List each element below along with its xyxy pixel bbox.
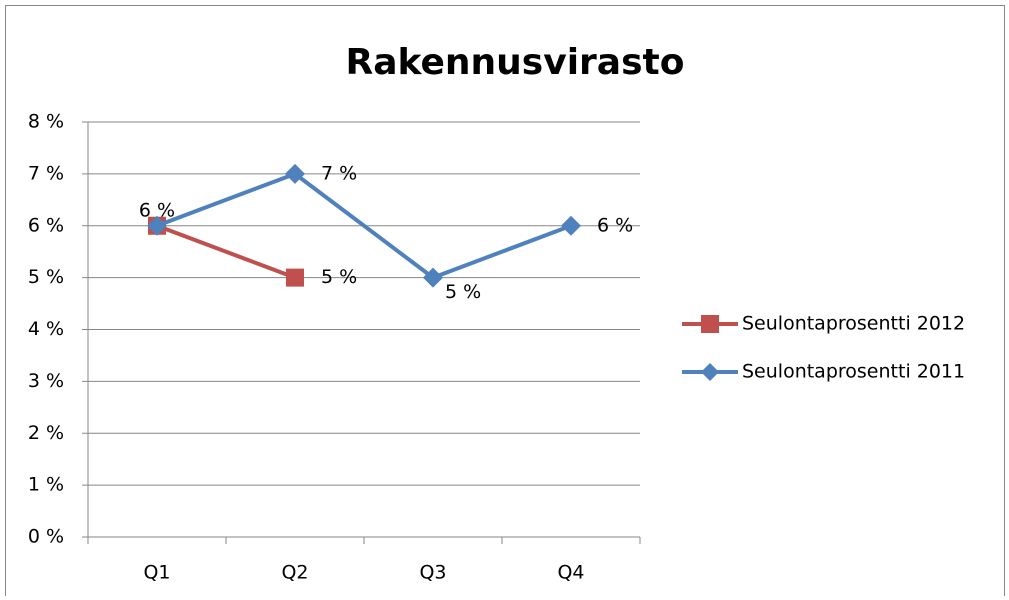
y-tick-label: 0 % [28, 526, 64, 548]
y-tick-label: 3 % [28, 370, 64, 392]
y-tick-label: 6 % [28, 214, 64, 236]
chart-frame [5, 5, 1005, 600]
legend-label: Seulontaprosentti 2012 [742, 313, 965, 335]
chart-title: Rakennusvirasto [346, 42, 685, 83]
marker [423, 267, 443, 288]
legend-label: Seulontaprosentti 2011 [742, 361, 965, 383]
y-tick-label: 1 % [28, 474, 64, 496]
data-label: 5 % [445, 281, 481, 303]
legend-marker [701, 363, 719, 381]
marker [561, 215, 581, 236]
data-label: 5 % [321, 266, 357, 288]
marker [286, 268, 304, 287]
data-label: 6 % [597, 214, 633, 236]
x-tick-label: Q1 [143, 562, 170, 584]
data-label: 6 % [139, 199, 175, 221]
x-tick-label: Q2 [281, 562, 308, 584]
y-tick-label: 2 % [28, 422, 64, 444]
legend-marker [701, 315, 719, 333]
y-tick-label: 7 % [28, 162, 64, 184]
x-tick-label: Q4 [557, 562, 584, 584]
marker [147, 215, 167, 236]
data-label: 7 % [321, 162, 357, 184]
y-tick-label: 4 % [28, 318, 64, 340]
y-tick-label: 5 % [28, 266, 64, 288]
x-tick-label: Q3 [419, 562, 446, 584]
marker [285, 163, 305, 184]
y-tick-label: 8 % [28, 111, 64, 133]
series-line [156, 223, 296, 280]
series-line [156, 171, 572, 280]
